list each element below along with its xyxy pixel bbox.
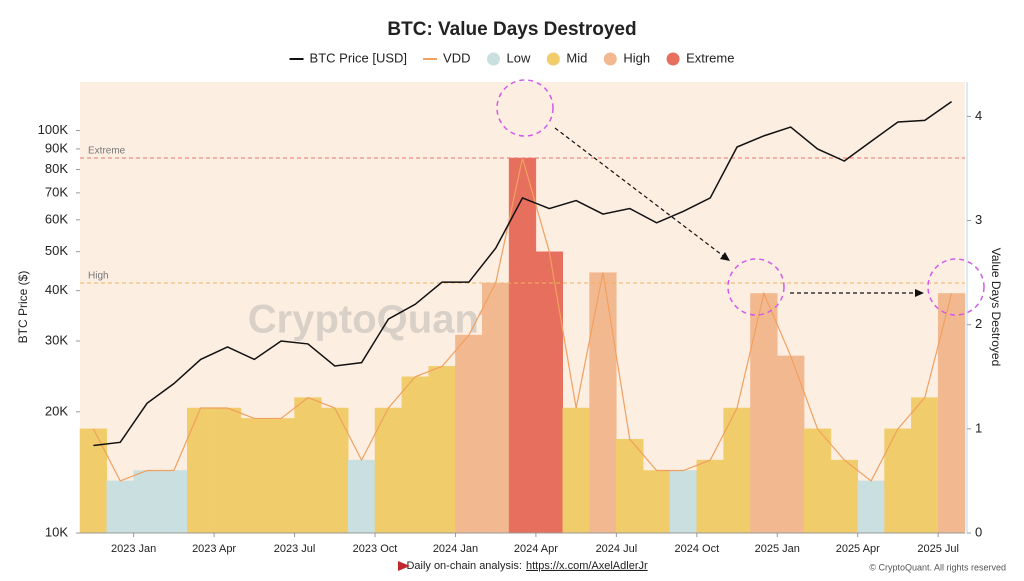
vdd-area <box>937 293 966 534</box>
chart-title: BTC: Value Days Destroyed <box>387 19 636 40</box>
y2-tick-label: 2 <box>975 316 982 331</box>
vdd-area <box>616 439 644 534</box>
x-tick-label: 2025 Jan <box>755 543 800 555</box>
vdd-area <box>803 428 832 534</box>
x-tick-label: 2025 Apr <box>836 543 880 555</box>
y-tick-label: 70K <box>45 184 68 199</box>
vdd-area <box>294 397 322 534</box>
x-tick-label: 2024 Oct <box>674 543 719 555</box>
vdd-area <box>160 470 188 534</box>
y-tick-label: 90K <box>45 140 68 155</box>
vdd-area <box>508 157 537 534</box>
vdd-area <box>830 459 858 534</box>
vdd-area <box>428 366 456 534</box>
x-tick-label: 2024 Jan <box>433 543 478 555</box>
y2-tick-label: 3 <box>975 212 982 227</box>
legend-label: VDD <box>443 50 470 65</box>
x-tick-label: 2025 Jul <box>917 543 959 555</box>
y-axis-label: BTC Price ($) <box>16 271 30 344</box>
y2-axis-label: Value Days Destroyed <box>989 248 1003 367</box>
x-tick-label: 2023 Oct <box>353 543 398 555</box>
highlight-circle <box>496 79 554 137</box>
copyright: © CryptoQuant. All rights reserved <box>869 562 1006 572</box>
vdd-area <box>401 376 429 534</box>
legend: BTC Price [USD] VDD Low Mid High Extreme <box>289 50 734 66</box>
vdd-area <box>267 418 295 534</box>
vdd-area <box>240 418 268 534</box>
threshold-label: Extreme <box>88 146 126 157</box>
footer-icon <box>398 561 410 571</box>
price-line <box>93 100 953 447</box>
legend-swatch <box>666 52 680 66</box>
threshold-label: High <box>88 271 109 282</box>
legend-label: Extreme <box>686 50 734 65</box>
annotations <box>496 79 985 316</box>
legend-label: Low <box>507 50 531 65</box>
vdd-area <box>455 334 483 534</box>
footer-link[interactable]: https://x.com/AxelAdlerJr <box>526 560 648 572</box>
x-tick-label: 2023 Jan <box>111 543 156 555</box>
legend-swatch <box>603 52 617 66</box>
arrow-head <box>720 252 730 261</box>
legend-label: Mid <box>566 50 587 65</box>
y-tick-label: 80K <box>45 161 68 176</box>
vdd-area <box>347 459 376 534</box>
vdd-area <box>669 470 698 534</box>
vdd-area <box>696 459 724 534</box>
legend-label: High <box>623 50 650 65</box>
arrow <box>554 127 727 259</box>
vdd-area <box>106 480 134 534</box>
vdd-area <box>482 282 510 534</box>
vdd-area <box>535 251 563 534</box>
vdd-area <box>133 470 161 534</box>
arrow-head <box>915 289 924 297</box>
x-tick-label: 2024 Apr <box>514 543 558 555</box>
vdd-area <box>857 480 885 534</box>
y-tick-label: 60K <box>45 211 68 226</box>
watermark: CryptoQuant <box>248 298 492 342</box>
y2-tick-label: 1 <box>975 420 982 435</box>
highlight-circle <box>727 258 785 316</box>
y-tick-label: 50K <box>45 243 68 258</box>
y-tick-label: 100K <box>38 122 69 137</box>
y-tick-label: 10K <box>45 524 68 539</box>
y-tick-label: 30K <box>45 332 68 347</box>
y-tick-label: 40K <box>45 282 68 297</box>
vdd-area <box>589 272 617 534</box>
vdd-area <box>213 407 242 534</box>
x-tick-label: 2024 Jul <box>596 543 638 555</box>
legend-swatch <box>546 52 560 66</box>
vdd-area <box>562 407 590 534</box>
x-tick-label: 2023 Jul <box>274 543 316 555</box>
vdd-area <box>642 470 671 534</box>
footer: Daily on-chain analysis: <box>406 560 522 572</box>
plot: ExtremeHigh10K20K30K40K50K60K70K80K90K10… <box>38 82 982 555</box>
vdd-area <box>187 407 215 534</box>
y-tick-label: 20K <box>45 403 68 418</box>
vdd-area <box>911 397 939 534</box>
legend-swatch <box>487 52 500 66</box>
vdd-area <box>750 293 778 534</box>
vdd-area <box>884 428 912 534</box>
y2-tick-label: 4 <box>975 108 982 123</box>
vdd-area <box>374 407 403 534</box>
highlight-circle <box>927 258 985 316</box>
x-tick-label: 2023 Apr <box>192 543 236 555</box>
y2-tick-label: 0 <box>975 524 982 539</box>
legend-label: BTC Price [USD] <box>310 50 408 65</box>
